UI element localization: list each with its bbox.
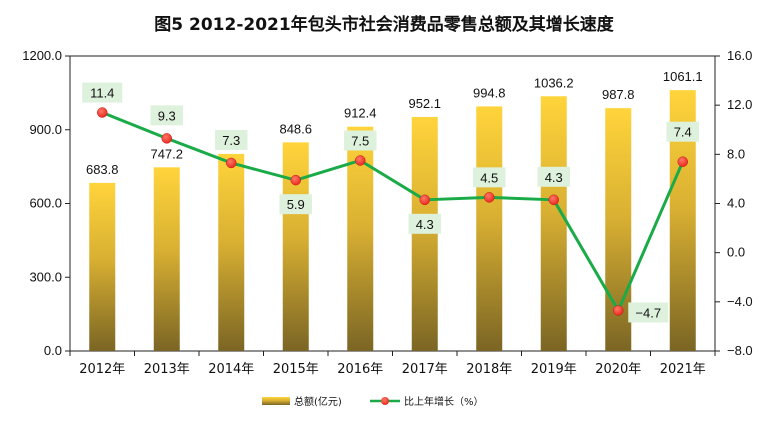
bar-value-label: 747.2 (150, 146, 183, 161)
bar-value-label: 1036.2 (534, 75, 574, 90)
y-right-tick-label: 0.0 (727, 245, 745, 260)
line-point (419, 194, 430, 206)
bar (476, 106, 503, 351)
line-label-bg (279, 194, 312, 215)
x-tick-label: 2014年 (208, 362, 254, 377)
y-right-tick-label: −4.0 (727, 294, 753, 309)
bar-value-label: 912.4 (344, 106, 377, 121)
line-value-label: 7.5 (351, 133, 369, 148)
growth-line (101, 111, 685, 312)
x-tick-label: 2021年 (660, 362, 706, 377)
legend-bar-label: 总额(亿元) (294, 395, 342, 408)
bar (411, 116, 438, 352)
legend-line-label: 比上年增长（%） (404, 395, 484, 408)
bar-value-label: 994.8 (473, 85, 506, 100)
x-tick-label: 2018年 (466, 362, 512, 377)
y-right-tick-label: 4.0 (727, 196, 745, 211)
bar-value-label: 848.6 (279, 121, 312, 136)
line-label-bg (666, 121, 699, 142)
line-label-bg (150, 105, 183, 126)
bar-value-label: 683.8 (86, 162, 119, 177)
y-right-tick-label: 16.0 (727, 48, 752, 63)
line-value-label: −4.7 (635, 305, 661, 320)
line-value-label: 4.3 (416, 217, 434, 232)
y-left-tick-label: 0.0 (44, 343, 62, 358)
line-value-label: 4.5 (480, 170, 498, 185)
x-tick-label: 2020年 (595, 362, 641, 377)
y-right-tick-label: −8.0 (727, 343, 753, 358)
line-point (355, 155, 366, 166)
bar-value-label: 952.1 (408, 96, 441, 111)
y-left-tick-label: 900.0 (29, 122, 62, 137)
x-tick-label: 2017年 (402, 362, 448, 377)
line-value-label: 5.9 (287, 197, 305, 212)
x-tick-label: 2012年 (79, 362, 125, 377)
bar (89, 182, 116, 351)
line-label-bg (473, 167, 506, 188)
y-left-tick-label: 600.0 (29, 196, 62, 211)
line-value-label: 7.3 (222, 133, 240, 148)
bar-value-label: 1061.1 (663, 69, 703, 84)
line-point (548, 194, 559, 206)
line-label-bg (408, 213, 441, 234)
line-label-bg (344, 130, 377, 151)
line-value-label: 4.3 (545, 170, 563, 185)
line-point (484, 192, 495, 203)
line-label-bg (82, 82, 123, 103)
line-label-bg (628, 302, 669, 323)
line-point (161, 133, 172, 144)
line-point (613, 305, 624, 316)
bar (540, 96, 567, 351)
y-left-tick-label: 1200.0 (22, 48, 62, 63)
bar-value-label: 987.8 (602, 87, 635, 102)
x-tick-label: 2019年 (531, 362, 577, 377)
line-value-label: 7.4 (674, 125, 692, 140)
line-point (677, 156, 688, 167)
x-tick-label: 2016年 (337, 362, 383, 377)
legend-line-marker (381, 397, 389, 405)
bar (218, 153, 245, 351)
x-tick-label: 2015年 (273, 362, 319, 377)
line-point (226, 157, 237, 169)
line-value-label: 11.4 (90, 86, 114, 101)
line-label-bg (537, 166, 570, 187)
line-point (290, 174, 301, 186)
y-left-tick-label: 300.0 (29, 269, 62, 284)
y-right-tick-label: 8.0 (727, 146, 745, 161)
chart-title: 图5 2012-2021年包头市社会消费品零售总额及其增长速度 (154, 14, 614, 35)
legend-bar-swatch (262, 397, 290, 405)
line-label-bg (215, 129, 248, 150)
x-tick-label: 2013年 (144, 362, 190, 377)
y-right-tick-label: 12.0 (727, 97, 752, 112)
line-point (97, 107, 108, 118)
bar (282, 142, 309, 351)
bar (153, 167, 180, 351)
line-value-label: 9.3 (158, 108, 176, 123)
